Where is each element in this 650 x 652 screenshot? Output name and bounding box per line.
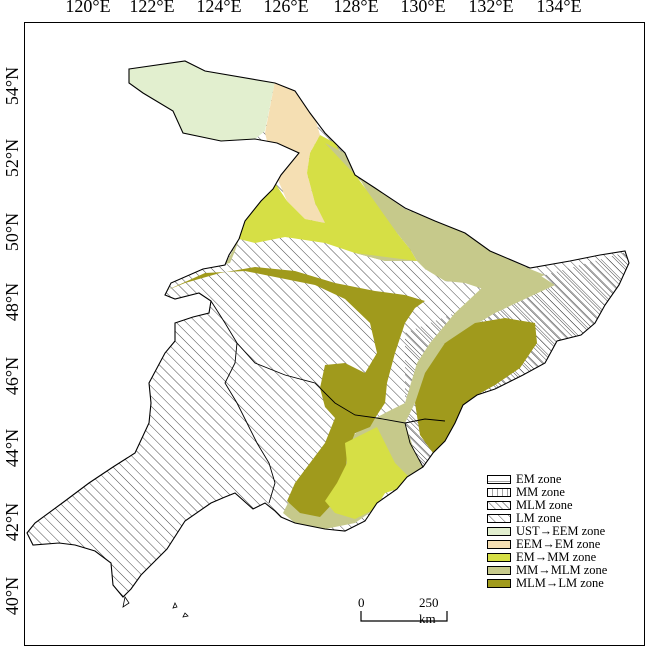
legend-item: MM zone [487, 486, 607, 499]
legend-label: MM→MLM zone [516, 563, 608, 577]
legend-item: EM→MM zone [487, 551, 607, 564]
zone-em-mm-south [325, 427, 420, 519]
legend-swatch [487, 566, 511, 575]
legend-swatch [487, 488, 511, 497]
legend-swatch [487, 514, 511, 523]
map-canvas [26, 60, 630, 618]
legend-swatch [487, 553, 511, 562]
legend-item: EEM→EM zone [487, 538, 607, 551]
scale-line [360, 611, 448, 622]
legend-swatch [487, 540, 511, 549]
longitude-label: 128°E [333, 0, 379, 16]
zone-mm-mlm [171, 143, 555, 529]
longitude-label: 122°E [129, 0, 175, 16]
latitude-label: 44°N [2, 428, 22, 468]
longitude-label: 126°E [263, 0, 309, 16]
latitude-label: 50°N [2, 212, 22, 252]
legend-swatch [487, 527, 511, 536]
legend-item: EM zone [487, 473, 607, 486]
zone-mlm-lm-west [165, 267, 425, 517]
legend-item: MM→MLM zone [487, 564, 607, 577]
latitude-label: 42°N [2, 502, 22, 542]
scale-bar: 0 250 km [355, 595, 450, 627]
boundaries [26, 60, 630, 618]
longitude-label: 134°E [536, 0, 582, 16]
legend-item: MLM zone [487, 499, 607, 512]
longitude-label: 124°E [196, 0, 242, 16]
legend-swatch [487, 475, 511, 484]
legend-item: UST→EEM zone [487, 525, 607, 538]
legend-swatch [487, 501, 511, 510]
legend-label: UST→EEM zone [516, 524, 606, 538]
legend-label: LM zone [516, 511, 562, 525]
region-base [27, 61, 629, 597]
latitude-label: 54°N [2, 66, 22, 106]
map-legend: EM zone MM zone MLM zone LM zone UST→EEM zon… [487, 473, 607, 590]
region-outline [26, 60, 630, 598]
longitude-label: 132°E [468, 0, 514, 16]
scale-start-label: 0 [358, 595, 365, 610]
scale-end-label: 250 km [419, 595, 439, 626]
islands [122, 595, 189, 618]
latitude-label: 40°N [2, 576, 22, 616]
latitude-label: 46°N [2, 356, 22, 396]
legend-label: MM zone [516, 485, 565, 499]
legend-label: EM→MM zone [516, 550, 597, 564]
longitude-label: 130°E [400, 0, 446, 16]
zone-mlm-lm-east [415, 318, 537, 453]
latitude-label: 48°N [2, 282, 22, 322]
latitude-label: 52°N [2, 138, 22, 178]
zone-mlm [405, 251, 629, 493]
legend-label: EM zone [516, 472, 562, 486]
zone-em-mm-north [239, 135, 417, 261]
legend-label: MLM zone [516, 498, 573, 512]
legend-item: LM zone [487, 512, 607, 525]
legend-label: MLM→LM zone [516, 576, 604, 590]
longitude-label: 120°E [65, 0, 111, 16]
province-borders [210, 300, 446, 504]
legend-swatch [487, 579, 511, 588]
map-frame: EM zone MM zone MLM zone LM zone UST→EEM zon… [24, 22, 645, 646]
legend-label: EEM→EM zone [516, 537, 601, 551]
legend-item: MLM→LM zone [487, 577, 607, 590]
